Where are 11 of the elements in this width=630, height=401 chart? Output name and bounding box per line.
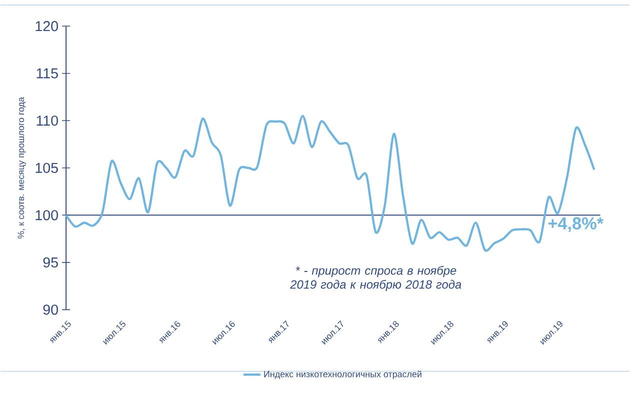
- y-axis-title: %, к соотв. месяцу прошлого года: [18, 96, 26, 238]
- y-tick-label: 120: [36, 20, 58, 32]
- y-tick-label: 100: [36, 210, 58, 220]
- legend-label: Индекс низкотехнологичных отраслей: [264, 370, 422, 379]
- annotation: * - прирост спроса в ноябре 2019 года к ноябрю 2018 года: [290, 266, 462, 291]
- y-tick-label: 110: [36, 115, 58, 126]
- y-tick-label: 115: [36, 68, 58, 78]
- y-tick-label: 90: [43, 304, 58, 315]
- annotation: +4,8%*: [548, 217, 604, 232]
- y-tick-label: 95: [43, 257, 58, 268]
- y-tick-label: 105: [36, 162, 58, 173]
